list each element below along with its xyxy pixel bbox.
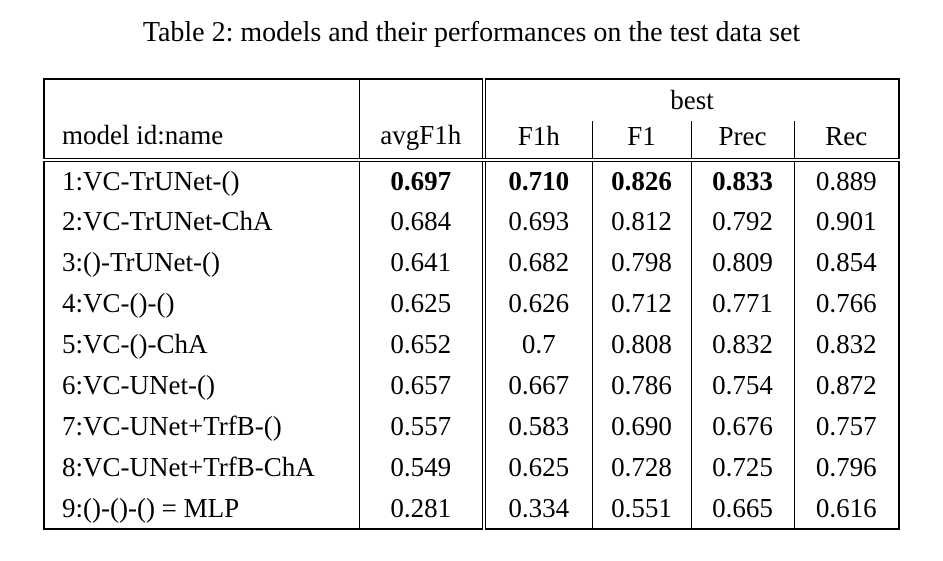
model-cell: 5:VC-()-ChA: [44, 324, 359, 365]
value-cell: 0.684: [358, 201, 484, 242]
model-cell: 1:VC-TrUNet-(): [44, 160, 359, 201]
value-cell: 0.754: [690, 365, 794, 406]
value-cell: 0.667: [482, 365, 592, 406]
value-cell: 0.693: [482, 201, 592, 242]
header-avg-col: avgF1h: [358, 79, 484, 162]
value-cell: 0.625: [482, 447, 592, 488]
value-cell: 0.334: [482, 488, 592, 529]
table-row: 4:VC-()-() 0.625 0.626 0.712 0.771 0.766: [44, 283, 899, 324]
model-cell: 9:()-()-() = MLP: [44, 488, 359, 529]
value-cell: 0.712: [591, 283, 691, 324]
value-cell: 0.625: [358, 283, 484, 324]
value-cell: 0.889: [793, 160, 899, 201]
value-cell: 0.697: [358, 160, 484, 201]
value-cell: 0.682: [482, 242, 592, 283]
value-cell: 0.281: [358, 488, 484, 529]
header-row-sub: F1h F1 Prec Rec: [44, 121, 899, 162]
value-cell: 0.798: [591, 242, 691, 283]
table-row: 5:VC-()-ChA 0.652 0.7 0.808 0.832 0.832: [44, 324, 899, 365]
table-row: 6:VC-UNet-() 0.657 0.667 0.786 0.754 0.872: [44, 365, 899, 406]
value-cell: 0.551: [591, 488, 691, 529]
value-cell: 0.557: [358, 406, 484, 447]
header-sub-col-f1h: F1h: [482, 121, 592, 162]
header-row-group: model id:name avgF1h best: [44, 79, 899, 162]
value-cell: 0.7: [482, 324, 592, 365]
value-cell: 0.832: [690, 324, 794, 365]
header-sub-col-rec: Rec: [793, 121, 899, 162]
value-cell: 0.766: [793, 283, 899, 324]
header-group-best: best: [482, 79, 899, 121]
value-cell: 0.854: [793, 242, 899, 283]
value-cell: 0.809: [690, 242, 794, 283]
value-cell: 0.771: [690, 283, 794, 324]
value-cell: 0.657: [358, 365, 484, 406]
value-cell: 0.676: [690, 406, 794, 447]
header-sub-col-f1: F1: [591, 121, 691, 162]
results-table: model id:name avgF1h best F1h F1 Prec Re…: [43, 78, 900, 530]
table-row: 7:VC-UNet+TrfB-() 0.557 0.583 0.690 0.676 0.7…: [44, 406, 899, 447]
table-row: 2:VC-TrUNet-ChA 0.684 0.693 0.812 0.792 0.901: [44, 201, 899, 242]
value-cell: 0.826: [591, 160, 691, 201]
header-sub-col-prec: Prec: [690, 121, 794, 162]
model-cell: 7:VC-UNet+TrfB-(): [44, 406, 359, 447]
header-model-col: model id:name: [44, 79, 359, 162]
model-cell: 2:VC-TrUNet-ChA: [44, 201, 359, 242]
value-cell: 0.833: [690, 160, 794, 201]
table-row: 3:()-TrUNet-() 0.641 0.682 0.798 0.809 0.854: [44, 242, 899, 283]
value-cell: 0.641: [358, 242, 484, 283]
value-cell: 0.549: [358, 447, 484, 488]
table-row: 8:VC-UNet+TrfB-ChA 0.549 0.625 0.728 0.725 0.…: [44, 447, 899, 488]
value-cell: 0.652: [358, 324, 484, 365]
value-cell: 0.872: [793, 365, 899, 406]
table-body: 1:VC-TrUNet-() 0.697 0.710 0.826 0.833 0.889 2…: [44, 160, 899, 529]
model-cell: 6:VC-UNet-(): [44, 365, 359, 406]
value-cell: 0.901: [793, 201, 899, 242]
table-caption: Table 2: models and their performances o…: [142, 17, 801, 48]
model-cell: 4:VC-()-(): [44, 283, 359, 324]
value-cell: 0.725: [690, 447, 794, 488]
value-cell: 0.792: [690, 201, 794, 242]
value-cell: 0.812: [591, 201, 691, 242]
value-cell: 0.665: [690, 488, 794, 529]
value-cell: 0.710: [482, 160, 592, 201]
model-cell: 8:VC-UNet+TrfB-ChA: [44, 447, 359, 488]
table-header: model id:name avgF1h best F1h F1 Prec Re…: [44, 79, 899, 162]
model-cell: 3:()-TrUNet-(): [44, 242, 359, 283]
value-cell: 0.690: [591, 406, 691, 447]
value-cell: 0.786: [591, 365, 691, 406]
value-cell: 0.832: [793, 324, 899, 365]
value-cell: 0.808: [591, 324, 691, 365]
value-cell: 0.796: [793, 447, 899, 488]
value-cell: 0.626: [482, 283, 592, 324]
value-cell: 0.728: [591, 447, 691, 488]
table-row: 9:()-()-() = MLP 0.281 0.334 0.551 0.665 0.61…: [44, 488, 899, 529]
value-cell: 0.583: [482, 406, 592, 447]
table-row: 1:VC-TrUNet-() 0.697 0.710 0.826 0.833 0.889: [44, 160, 899, 201]
value-cell: 0.757: [793, 406, 899, 447]
value-cell: 0.616: [793, 488, 899, 529]
